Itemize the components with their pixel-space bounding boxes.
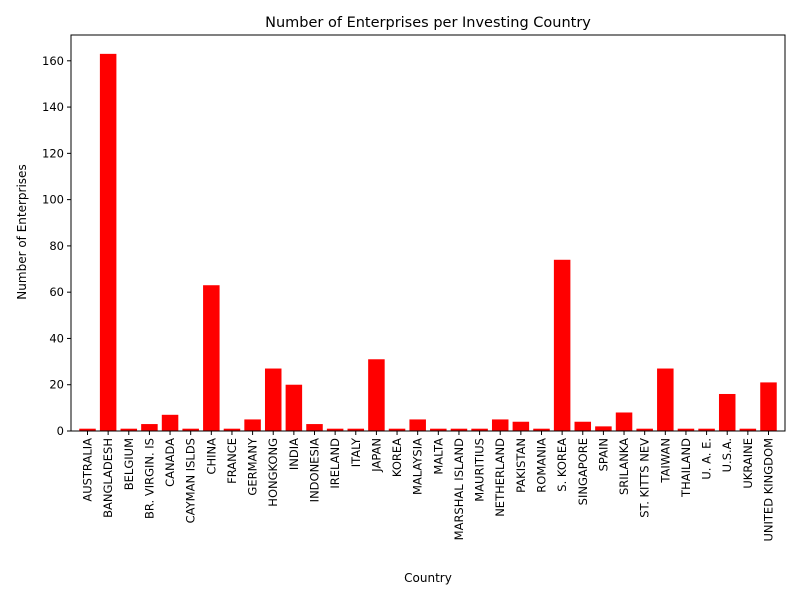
x-tick-label: BANGLADESH [101,438,115,518]
y-axis: 0 20 40 60 80 100 120 140 160 [42,54,71,438]
bar-mauritius [471,428,488,431]
y-tick-label: 120 [42,146,64,160]
bar-france [223,428,241,431]
y-tick-label: 40 [49,331,64,345]
x-tick-label: KOREA [390,438,404,477]
y-tick-label: 160 [42,54,64,68]
y-tick-label: 60 [49,285,64,299]
x-tick-label: CANADA [163,438,177,487]
x-tick-label: ROMANIA [535,438,549,493]
x-tick-label: SPAIN [596,438,610,471]
bar-germany [244,419,261,431]
bar-u-a-e [698,428,715,431]
bar-australia [79,428,96,431]
x-tick-label: PAKISTAN [514,438,528,493]
x-tick-label: MAURITIUS [473,438,487,502]
bars-group [79,53,777,432]
bar-st-kitts-nev [636,428,653,431]
y-tick-label: 100 [42,193,64,207]
bar-united-kingdom [760,382,777,431]
x-tick-label: FRANCE [225,438,239,484]
bar-italy [347,428,365,431]
bar-ireland [326,428,344,431]
bar-singapore [574,421,592,431]
x-tick-label: S. KOREA [555,438,569,492]
x-tick-label: GERMANY [246,437,260,496]
x-tick-label: IRELAND [328,438,342,489]
x-tick-label: BELGIUM [122,438,136,490]
x-tick-label: UKRAINE [741,438,755,489]
x-tick-label: SRILANKA [617,438,631,495]
bar-belgium [120,428,138,431]
bar-srilanka [615,412,633,431]
x-axis: AUSTRALIA BANGLADESH BELGIUM BR. VIRGIN. IS… [81,431,775,542]
x-tick-label: U. A. E. [700,438,714,480]
bar-thailand [677,428,695,431]
bar-malta [430,428,447,431]
bar-hongkong [264,368,282,431]
y-tick-label: 20 [49,378,64,392]
bar-s-korea [553,259,571,431]
bar-spain [595,426,612,431]
x-tick-label: ST. KITTS NEV [638,438,652,518]
bar-china [203,285,220,431]
x-tick-label: INDIA [287,438,301,470]
bar-romania [533,428,550,431]
x-tick-label: MARSHAL ISLAND [452,438,466,540]
y-tick-label: 0 [57,424,64,438]
x-tick-label: HONGKONG [266,438,280,507]
bar-bangladesh [99,53,117,432]
x-axis-label: Country [404,571,452,585]
bar-u-s-a [718,393,736,431]
x-tick-label: JAPAN [369,438,383,473]
x-tick-label: BR. VIRGIN. IS [142,438,156,519]
bar-netherland [491,419,509,431]
x-tick-label: U.S.A. [720,438,734,472]
x-tick-label: MALTA [431,438,445,475]
bar-japan [368,359,385,431]
x-tick-label: THAILAND [679,438,693,498]
bar-br-virgin-is [141,424,158,431]
plot-area-frame [70,34,786,432]
x-tick-label: ITALY [349,437,363,467]
x-tick-label: INDONESIA [308,438,322,502]
x-tick-label: CHINA [204,438,218,475]
bar-cayman-islds [182,428,199,431]
x-tick-label: AUSTRALIA [81,438,95,502]
bar-korea [388,428,406,431]
bar-taiwan [657,368,674,431]
y-axis-label: Number of Enterprises [15,164,29,299]
x-tick-label: MALAYSIA [411,438,425,495]
x-tick-label: TAIWAN [658,438,672,484]
x-tick-label: SINGAPORE [576,438,590,505]
x-tick-label: UNITED KINGDOM [761,438,775,542]
bar-canada [161,414,179,431]
chart-title: Number of Enterprises per Investing Coun… [265,15,591,31]
bar-malaysia [409,419,426,431]
x-tick-label: NETHERLAND [493,438,507,517]
x-tick-label: CAYMAN ISLDS [184,438,198,523]
y-tick-label: 140 [42,100,64,114]
bar-ukraine [739,428,757,431]
y-tick-label: 80 [49,239,64,253]
bar-marshal-island [450,428,468,431]
bar-indonesia [306,424,323,431]
bar-india [285,384,303,431]
bar-pakistan [512,421,530,431]
